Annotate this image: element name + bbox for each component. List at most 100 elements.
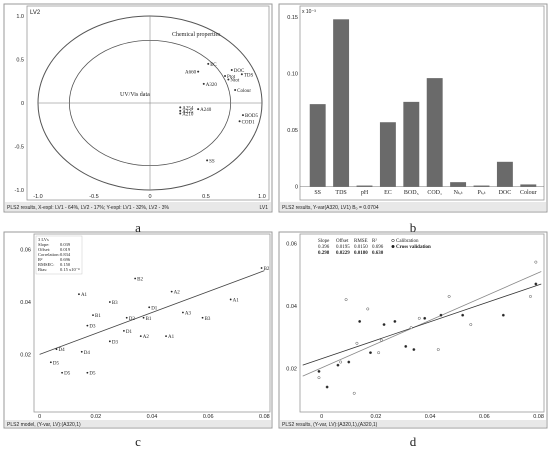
bar (333, 19, 350, 187)
sample-point (142, 316, 145, 319)
panel-a-letter: a (135, 220, 141, 235)
stats-label: RMSEC: (38, 262, 55, 267)
bar (496, 161, 513, 187)
loading-label: Colour (237, 89, 251, 94)
calibration-point (344, 298, 348, 302)
x-tick-label: 0.02 (371, 414, 382, 420)
cross-validation-point (501, 313, 505, 317)
y-tick-label: -0.5 (15, 145, 24, 151)
cross-validation-point (369, 351, 372, 355)
sample-label: B1 (146, 317, 152, 322)
table-cell: 0.0229 (336, 251, 350, 256)
bar (309, 104, 326, 187)
y-tick-label: 0.06 (20, 248, 31, 254)
cross-validation-point (317, 369, 321, 373)
category-label: Nₜₒₜ (454, 190, 464, 196)
panel-c-letter: c (135, 434, 141, 449)
sample-label: B3 (205, 317, 211, 322)
category-label: pH (361, 190, 369, 196)
loading-point (202, 82, 205, 85)
sample-point (108, 301, 111, 303)
panel-a-corner-label: LV2 (30, 10, 41, 16)
fit-line (302, 283, 542, 366)
sample-label: D4 (58, 348, 65, 353)
x-tick-label: 0.5 (202, 194, 210, 200)
x-tick-label: 0 (320, 414, 323, 420)
calibration-point (339, 360, 343, 364)
sample-point (148, 306, 151, 309)
loading-point (227, 78, 230, 81)
table-cell: 0.630 (372, 251, 384, 256)
y-tick-label: 0.15 (287, 15, 298, 21)
panel-a-footer-right: LV1 (259, 205, 268, 211)
stats-value: 0.019 (60, 247, 71, 252)
y-tick-label: -1.0 (15, 188, 24, 194)
y-tick-label: 0.04 (286, 304, 297, 310)
table-header: R² (372, 238, 377, 244)
panel-c-predicted-vs-measured: 0 0.02 0.04 0.06 0.08 0.02 0.04 0.06 3 LVsSlope… (5, 233, 271, 428)
cross-validation-point (412, 348, 416, 351)
category-label: Colour (520, 190, 537, 196)
loading-label: DOC (234, 69, 245, 74)
y-tick-label: 0.02 (20, 352, 31, 358)
x-tick-label: 0.04 (425, 414, 436, 420)
sample-point (139, 335, 142, 337)
panel-b-footer: PLS2 results, Y-var(A320, LV1) B₀ = 0.07… (282, 205, 379, 211)
y-tick-label: 0.5 (16, 58, 24, 64)
stats-value: 0.039 (60, 242, 71, 247)
x-tick-label: 1.0 (258, 194, 266, 200)
table-cell: 0.396 (318, 245, 330, 250)
calibration-point (447, 295, 451, 298)
sample-point (92, 314, 94, 317)
sample-point (165, 335, 167, 337)
stats-label: Slope: (38, 242, 50, 247)
y-tick-label: 1.0 (16, 14, 24, 20)
x-tick-label: 0 (148, 194, 151, 200)
sample-point (123, 329, 125, 332)
cross-validation-point (534, 282, 538, 286)
sample-label: B2 (264, 267, 270, 272)
stats-value: 0.834 (60, 252, 71, 257)
sample-label: A2 (143, 335, 150, 340)
loading-point (179, 109, 182, 112)
sample-label: D1 (151, 306, 158, 311)
x-tick-label: 0.08 (259, 414, 270, 420)
calibration-point (409, 326, 413, 330)
loading-label: Ntot (230, 79, 240, 84)
calibration-point (469, 323, 473, 327)
loading-label: A660 (185, 71, 197, 76)
y-tick-label: 0.10 (287, 72, 298, 78)
calibration-point (317, 376, 321, 380)
loading-label: A240 (200, 108, 212, 113)
sample-point (55, 348, 58, 351)
category-label: Pₜₒₜ (477, 190, 486, 196)
loading-label: A210 (182, 112, 194, 117)
calibration-point (417, 316, 421, 320)
x-tick-label: 0.08 (533, 414, 544, 420)
category-label: COD₁ (427, 190, 442, 196)
sample-point (86, 371, 89, 374)
cross-validation-point (423, 316, 427, 320)
bar (426, 78, 443, 187)
annotation-chemical-properties: Chemical properties (172, 32, 221, 38)
sample-label: D5 (89, 372, 96, 377)
loading-point (179, 106, 182, 109)
table-cell: 0.0150 (354, 245, 368, 250)
table-cell: 0.0195 (336, 245, 350, 250)
sample-label: A2 (174, 291, 181, 296)
bar (450, 182, 467, 187)
y-tick-label: 0.06 (286, 241, 297, 247)
stats-label: Correlation: (38, 252, 60, 257)
loading-point (240, 73, 243, 76)
loading-label: SS (209, 159, 215, 164)
sample-label: D4 (84, 351, 91, 356)
bar (379, 122, 396, 187)
sample-label: B2 (137, 278, 143, 283)
calibration-point (379, 338, 383, 342)
stats-label: Offset: (38, 247, 50, 252)
cross-validation-point (336, 363, 340, 367)
cross-validation-point (404, 344, 408, 348)
sample-label: A1 (233, 298, 240, 303)
loading-label: TDS (244, 73, 254, 78)
fit-line (302, 271, 542, 377)
